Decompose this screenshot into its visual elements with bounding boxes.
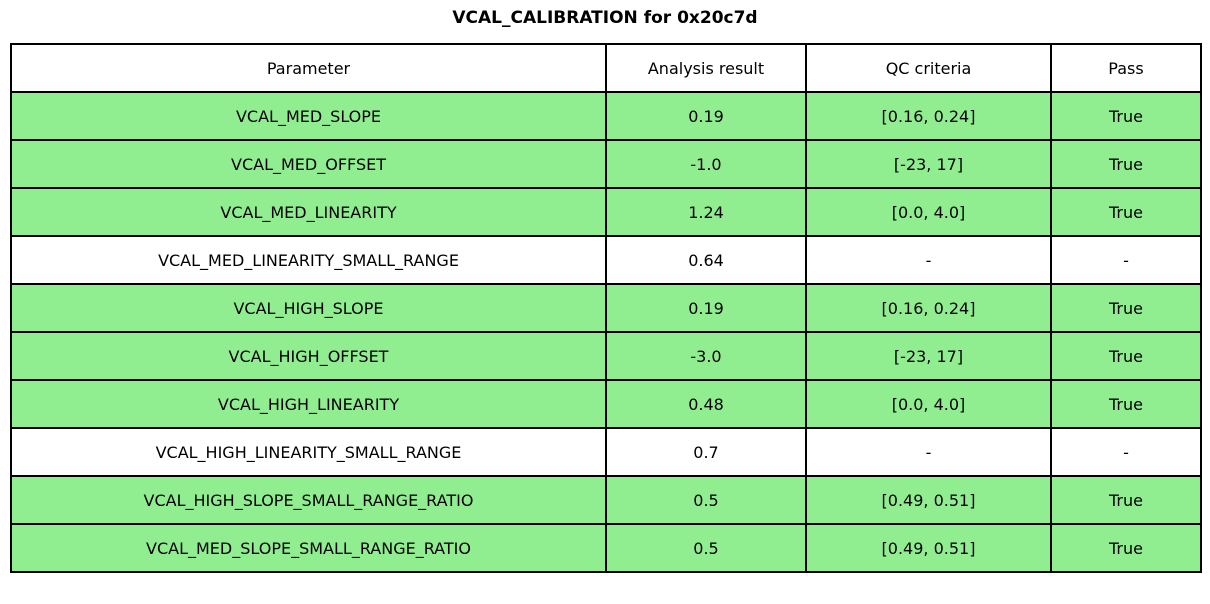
- qc-criteria-cell: [0.16, 0.24]: [805, 283, 1052, 333]
- table-row: VCAL_HIGH_SLOPE_SMALL_RANGE_RATIO 0.5 [0.4…: [10, 475, 1202, 525]
- analysis-result-cell: 0.64: [605, 235, 807, 285]
- table-header-row: Parameter Analysis result QC criteria Pa…: [10, 43, 1202, 93]
- qc-criteria-cell: -: [805, 235, 1052, 285]
- analysis-result-cell: 0.5: [605, 475, 807, 525]
- analysis-result-cell: 0.7: [605, 427, 807, 477]
- pass-cell: True: [1050, 187, 1202, 237]
- pass-cell: True: [1050, 523, 1202, 573]
- parameter-cell: VCAL_MED_LINEARITY: [10, 187, 607, 237]
- parameter-cell: VCAL_HIGH_SLOPE: [10, 283, 607, 333]
- analysis-result-cell: 0.48: [605, 379, 807, 429]
- table-row: VCAL_HIGH_OFFSET -3.0 [-23, 17] True: [10, 331, 1202, 381]
- analysis-result-cell: 0.19: [605, 283, 807, 333]
- parameter-cell: VCAL_HIGH_OFFSET: [10, 331, 607, 381]
- table-row: VCAL_MED_SLOPE_SMALL_RANGE_RATIO 0.5 [0.49…: [10, 523, 1202, 573]
- column-header-analysis-result: Analysis result: [605, 43, 807, 93]
- parameter-cell: VCAL_HIGH_LINEARITY: [10, 379, 607, 429]
- analysis-result-cell: -3.0: [605, 331, 807, 381]
- table-row: VCAL_MED_SLOPE 0.19 [0.16, 0.24] True: [10, 91, 1202, 141]
- analysis-result-cell: 1.24: [605, 187, 807, 237]
- table-row: VCAL_HIGH_SLOPE 0.19 [0.16, 0.24] True: [10, 283, 1202, 333]
- qc-criteria-cell: [0.0, 4.0]: [805, 187, 1052, 237]
- table-row: VCAL_MED_LINEARITY_SMALL_RANGE 0.64- -: [10, 235, 1202, 285]
- column-header-qc-criteria: QC criteria: [805, 43, 1052, 93]
- qc-criteria-cell: [0.0, 4.0]: [805, 379, 1052, 429]
- pass-cell: -: [1050, 427, 1202, 477]
- pass-cell: True: [1050, 331, 1202, 381]
- parameter-cell: VCAL_HIGH_LINEARITY_SMALL_RANGE: [10, 427, 607, 477]
- table-row: VCAL_MED_OFFSET -1.0 [-23, 17] True: [10, 139, 1202, 189]
- pass-cell: True: [1050, 91, 1202, 141]
- parameter-cell: VCAL_MED_OFFSET: [10, 139, 607, 189]
- parameter-cell: VCAL_MED_SLOPE: [10, 91, 607, 141]
- pass-cell: True: [1050, 475, 1202, 525]
- column-header-parameter: Parameter: [10, 43, 607, 93]
- pass-cell: -: [1050, 235, 1202, 285]
- parameter-cell: VCAL_MED_SLOPE_SMALL_RANGE_RATIO: [10, 523, 607, 573]
- parameter-cell: VCAL_HIGH_SLOPE_SMALL_RANGE_RATIO: [10, 475, 607, 525]
- qc-criteria-cell: [0.49, 0.51]: [805, 523, 1052, 573]
- parameter-cell: VCAL_MED_LINEARITY_SMALL_RANGE: [10, 235, 607, 285]
- qc-criteria-cell: -: [805, 427, 1052, 477]
- table-row: VCAL_HIGH_LINEARITY_SMALL_RANGE 0.7- -: [10, 427, 1202, 477]
- qc-results-table: Parameter Analysis result QC criteria Pa…: [10, 43, 1202, 573]
- pass-cell: True: [1050, 283, 1202, 333]
- analysis-result-cell: -1.0: [605, 139, 807, 189]
- qc-criteria-cell: [0.49, 0.51]: [805, 475, 1052, 525]
- table-body: VCAL_MED_SLOPE 0.19 [0.16, 0.24] True VCAL_M…: [10, 91, 1202, 573]
- qc-criteria-cell: [-23, 17]: [805, 139, 1052, 189]
- page-title: VCAL_CALIBRATION for 0x20c7d: [452, 8, 758, 28]
- qc-criteria-cell: [0.16, 0.24]: [805, 91, 1052, 141]
- table-row: VCAL_HIGH_LINEARITY 0.48 [0.0, 4.0] True: [10, 379, 1202, 429]
- table-row: VCAL_MED_LINEARITY 1.24 [0.0, 4.0] True: [10, 187, 1202, 237]
- analysis-result-cell: 0.19: [605, 91, 807, 141]
- analysis-result-cell: 0.5: [605, 523, 807, 573]
- pass-cell: True: [1050, 379, 1202, 429]
- pass-cell: True: [1050, 139, 1202, 189]
- qc-criteria-cell: [-23, 17]: [805, 331, 1052, 381]
- column-header-pass: Pass: [1050, 43, 1202, 93]
